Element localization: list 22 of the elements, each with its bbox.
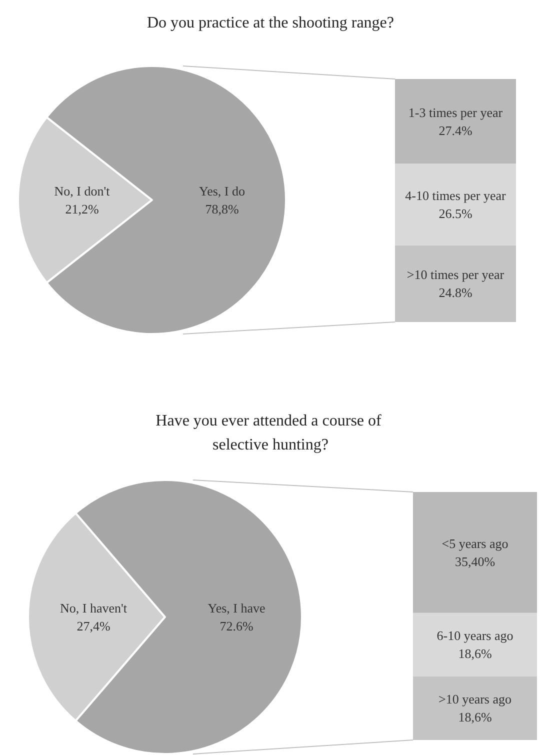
data-label: 18,6% xyxy=(458,646,492,662)
data-label: 27,4% xyxy=(76,618,110,634)
data-label: 35,40% xyxy=(454,554,496,569)
series-label: >10 years ago xyxy=(438,692,512,707)
data-label: 27.4% xyxy=(438,122,472,138)
data-label: 21,2% xyxy=(65,202,99,216)
series-label: <5 years ago xyxy=(442,536,508,551)
slice-label: Yes, I do xyxy=(199,184,245,198)
slice-label: Yes, I have xyxy=(208,600,266,616)
chart-title: Do you practice at the shooting range? xyxy=(146,14,394,32)
series-label: >10 times per year xyxy=(406,267,505,282)
chart-title: Have you ever attended a course of selective hunting? xyxy=(156,412,386,454)
series-label: 4-10 times per year xyxy=(405,188,507,204)
slice-label: No, I don't xyxy=(54,184,110,198)
series-label: 1-3 times per year xyxy=(408,104,504,120)
series-label: 6-10 years ago xyxy=(436,628,514,644)
data-label: 26.5% xyxy=(438,206,472,222)
data-label: 24.8% xyxy=(438,285,472,300)
data-label: 72.6% xyxy=(220,618,254,634)
data-label: 78,8% xyxy=(205,202,239,216)
data-label: 18,6% xyxy=(458,710,492,725)
slice-label: No, I haven't xyxy=(60,600,128,616)
